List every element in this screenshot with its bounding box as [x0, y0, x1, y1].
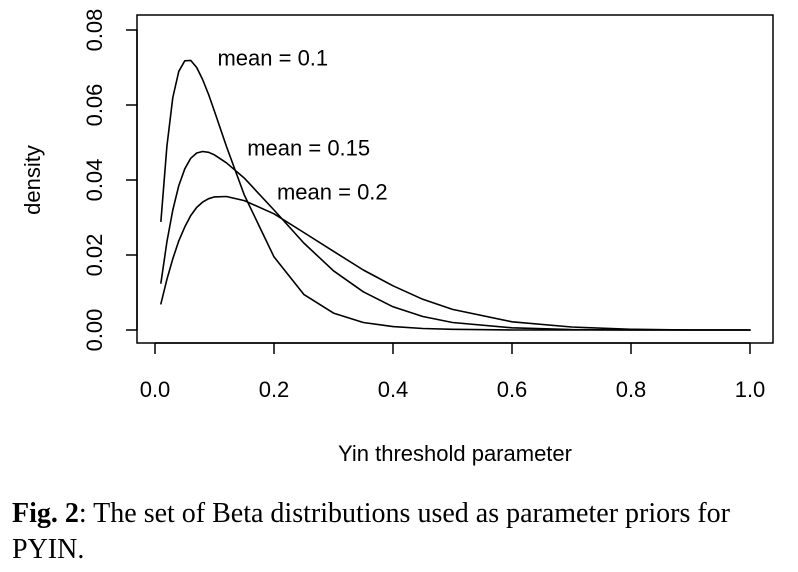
y-tick-label: 0.08	[82, 9, 107, 52]
y-ticks: 0.00 0.02 0.04 0.06 0.08	[82, 9, 137, 352]
y-tick-label: 0.02	[82, 234, 107, 277]
annotation-group: mean = 0.1 mean = 0.15 mean = 0.2	[217, 46, 387, 205]
chart-svg: 0.0 0.2 0.4 0.6 0.8 1.0 0.000.020.040.060.08 …	[20, 9, 774, 466]
x-tick-label: 1.0	[735, 377, 766, 402]
x-axis-label: Yin threshold parameter	[338, 441, 572, 466]
x-tick-label: 0.8	[616, 377, 647, 402]
series-line-3	[160, 195, 751, 331]
x-tick-label: 0.4	[378, 377, 409, 402]
series-line-2	[160, 150, 751, 331]
chart-figure: 0.0 0.2 0.4 0.6 0.8 1.0 0.00 0.02 0.04 0.06 0.08 …	[20, 9, 774, 466]
figure-caption: Fig. 2: The set of Beta distributions us…	[12, 496, 788, 568]
y-tick-label: 0.00	[82, 309, 107, 352]
caption-figure-label: Fig. 2	[12, 498, 79, 529]
y-tick-label: 0.04	[82, 159, 107, 202]
x-ticks: 0.0 0.2 0.4 0.6 0.8 1.0	[140, 343, 766, 402]
y-axis-label: density	[20, 145, 45, 215]
annotation-label-3: mean = 0.2	[277, 180, 388, 205]
x-tick-label: 0.6	[497, 377, 528, 402]
y-tick-label: 0.06	[82, 84, 107, 127]
caption-text: : The set of Beta distributions used as …	[12, 498, 730, 565]
annotation-label-2: mean = 0.15	[247, 136, 370, 161]
x-tick-label: 0.2	[259, 377, 290, 402]
series-line-1	[160, 59, 751, 331]
x-tick-label: 0.0	[140, 377, 171, 402]
series-group	[160, 59, 751, 331]
annotation-label-1: mean = 0.1	[217, 46, 328, 71]
